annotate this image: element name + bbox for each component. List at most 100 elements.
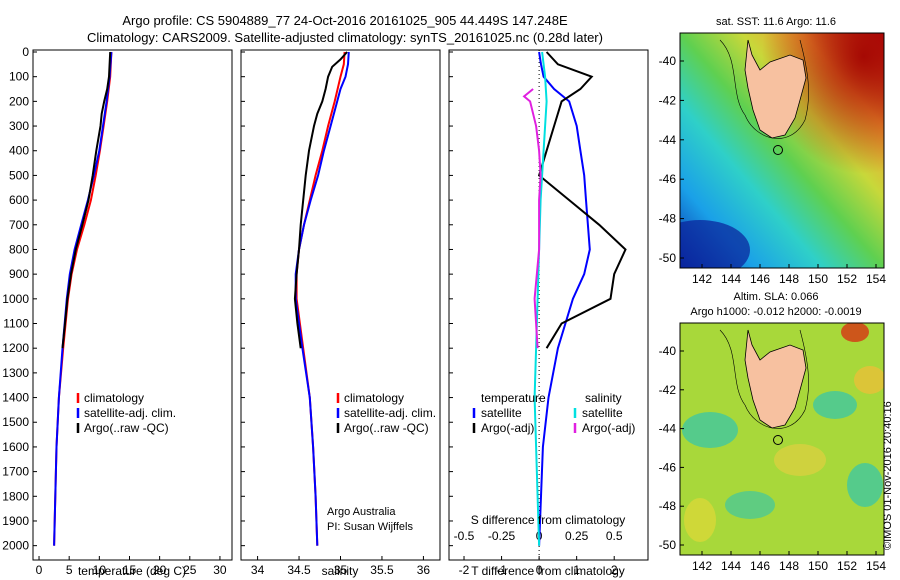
depth-tick-label: 200	[9, 94, 29, 108]
t-difference-label: T difference from climatology	[471, 564, 625, 578]
lat-tick-label: -48	[659, 212, 677, 226]
legend-title-salinity: salinity	[585, 391, 622, 405]
lat-tick-label: -42	[659, 383, 677, 397]
header-line-2: Climatology: CARS2009. Satellite-adjuste…	[87, 30, 603, 45]
temperature-tick-label: 15	[123, 563, 137, 577]
lat-tick-label: -50	[659, 251, 677, 265]
salinity-series-1	[294, 51, 350, 546]
legend-label: satellite	[582, 406, 623, 420]
sla-map-title-1: Altim. SLA: 0.066	[734, 291, 819, 303]
sst-contour	[719, 39, 809, 139]
legend-title-temperature: temperature	[481, 391, 546, 405]
depth-tick-label: 1600	[2, 440, 29, 454]
depth-tick-label: 2000	[2, 539, 29, 553]
legend-label: satellite-adj. clim.	[84, 406, 176, 420]
lon-tick-label: 146	[750, 559, 770, 573]
lon-tick-label: 142	[692, 272, 712, 286]
lon-tick-label: 148	[779, 272, 799, 286]
difference-lines	[522, 50, 627, 560]
legend-label: Argo(-adj)	[481, 421, 534, 435]
legend-label: climatology	[84, 391, 144, 405]
annotation-argo-australia: Argo Australia	[327, 506, 396, 518]
legend-label: satellite-adj. clim.	[344, 406, 436, 420]
lat-tick-label: -48	[659, 499, 677, 513]
temperature-tick-label: 20	[153, 563, 167, 577]
legend-label: satellite	[481, 406, 522, 420]
salinity-tick-label: 35.5	[370, 563, 394, 577]
s-difference-tick-label: 0.25	[565, 529, 589, 543]
sla-map-frame	[679, 322, 885, 556]
salinity-tick-label: 34	[251, 563, 265, 577]
lon-tick-label: 154	[866, 559, 886, 573]
depth-tick-label: 1700	[2, 465, 29, 479]
t-difference-tick-label: -1	[496, 563, 507, 577]
legend-label: Argo(..raw -QC)	[84, 421, 169, 435]
temperature-x-axis: 0 5 10 15 20 25 30	[36, 556, 227, 577]
tasmania-land-sla	[744, 329, 807, 429]
depth-tick-label: 1200	[2, 341, 29, 355]
depth-tick-label: 1300	[2, 366, 29, 380]
s-difference-label: S difference from climatology	[471, 513, 626, 527]
depth-tick-label: 1100	[3, 317, 29, 331]
lat-tick-label: -44	[659, 422, 677, 436]
legend-label: climatology	[344, 391, 404, 405]
depth-tick-label: 300	[9, 119, 29, 133]
salinity-plot-frame	[240, 49, 441, 561]
temperature-panel: 0100200300400500600700800900100011001200…	[2, 45, 233, 578]
temperature-tick-label: 0	[36, 563, 43, 577]
salinity-panel: 34 34.5 35 35.5 36 climatologysatellite-adj.…	[240, 49, 441, 578]
legend-label: Argo(..raw -QC)	[344, 421, 429, 435]
difference-series-3	[522, 88, 542, 349]
depth-tick-label: 1800	[2, 489, 29, 503]
depth-tick-label: 800	[9, 242, 29, 256]
lat-tick-label: -44	[659, 133, 677, 147]
sla-contour	[719, 329, 809, 429]
sla-lon-axis: 142 144 146 148 150 152 154	[692, 551, 886, 573]
lat-tick-label: -42	[659, 93, 677, 107]
difference-legend: temperature salinitysatelliteArgo(-adj)sa…	[472, 391, 635, 435]
lon-tick-label: 152	[837, 559, 857, 573]
difference-panel: -2 -1 0 1 2-0.5 -0.25 0 0.25 0.5 temperature sali…	[448, 49, 649, 578]
depth-tick-label: 100	[9, 70, 29, 84]
footer-credit: ©IMOS 01-Nov-2016 20:40:16	[882, 401, 894, 550]
sla-map-title-2: Argo h1000: -0.012 h2000: -0.0019	[690, 306, 861, 318]
salinity-tick-label: 34.5	[287, 563, 311, 577]
depth-tick-label: 600	[9, 193, 29, 207]
sst-cold-patch	[680, 220, 750, 268]
sst-map: sat. SST: 11.6 Argo: 11.6 -40-42-44-46-4…	[659, 16, 887, 286]
temperature-tick-label: 30	[213, 563, 227, 577]
sst-map-title: sat. SST: 11.6 Argo: 11.6	[716, 16, 836, 28]
lon-tick-label: 154	[866, 272, 886, 286]
legend-label: Argo(-adj)	[582, 421, 635, 435]
lat-tick-label: -40	[659, 344, 677, 358]
temperature-tick-label: 5	[66, 563, 73, 577]
s-difference-tick-label: 0.5	[606, 529, 623, 543]
depth-tick-label: 400	[9, 144, 29, 158]
temperature-lines	[53, 51, 113, 546]
difference-plot-frame	[448, 49, 649, 561]
lon-tick-label: 144	[721, 272, 741, 286]
sst-lon-axis: 142 144 146 148 150 152 154	[692, 264, 886, 286]
salinity-tick-label: 35	[334, 563, 348, 577]
t-difference-tick-label: 1	[573, 563, 580, 577]
sla-lat-axis: -40 -42 -44 -46 -48 -50	[659, 344, 684, 552]
s-difference-tick-label: -0.25	[488, 529, 516, 543]
t-difference-tick-label: 0	[536, 563, 543, 577]
depth-tick-label: 1400	[2, 391, 29, 405]
depth-tick-label: 900	[9, 267, 29, 281]
depth-axis: 0 100 200 300 400 500 600 700 800 900 1000 1100 1200…	[2, 45, 37, 553]
difference-series-0	[538, 51, 591, 546]
lon-tick-label: 152	[837, 272, 857, 286]
depth-tick-label: 500	[9, 168, 29, 182]
depth-tick-label: 0	[22, 45, 29, 59]
temperature-plot-frame	[32, 49, 233, 561]
depth-tick-label: 1500	[2, 415, 29, 429]
lat-tick-label: -46	[659, 460, 677, 474]
lon-tick-label: 148	[779, 559, 799, 573]
lon-tick-label: 146	[750, 272, 770, 286]
depth-tick-label: 1900	[2, 514, 29, 528]
temperature-tick-label: 25	[183, 563, 197, 577]
sst-map-frame	[679, 32, 885, 269]
